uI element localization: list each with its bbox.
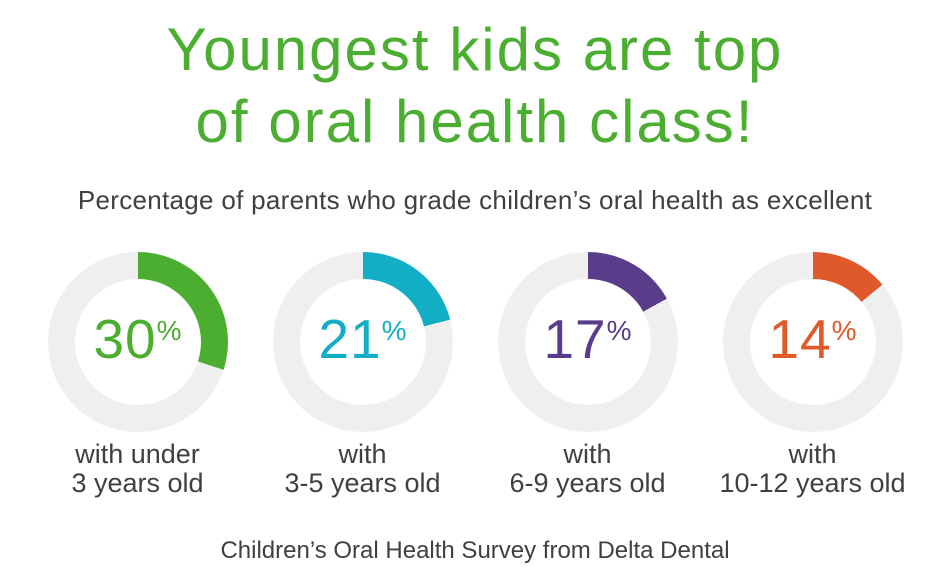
donut-chart-under-3: 30 % <box>47 252 228 432</box>
donut-label-line-2: 3 years old <box>71 468 204 498</box>
donut-label-under-3: with under 3 years old <box>71 440 203 498</box>
donut-group-6-9: 17 % with 6-9 years old <box>475 252 700 498</box>
percent-symbol: % <box>381 314 407 346</box>
donut-percent-number: 14 <box>768 307 832 370</box>
donut-chart-6-9: 17 % <box>497 252 678 432</box>
donut-value-10-12: 14 % <box>768 307 857 370</box>
donut-hole: 17 % <box>524 279 651 405</box>
oral-health-infographic: Youngest kids are top of oral health cla… <box>0 14 950 568</box>
donut-label-10-12: with 10-12 years old <box>719 440 905 498</box>
percent-symbol: % <box>606 314 632 346</box>
donut-label-3-5: with 3-5 years old <box>284 440 440 498</box>
donut-label-line-2: 3-5 years old <box>284 468 441 498</box>
donut-group-under-3: 30 % with under 3 years old <box>25 252 250 498</box>
donut-label-line-2: 10-12 years old <box>719 468 906 498</box>
donut-label-line-1: with under <box>75 439 200 469</box>
percent-symbol: % <box>831 314 857 346</box>
percent-symbol: % <box>156 314 182 346</box>
donut-group-10-12: 14 % with 10-12 years old <box>700 252 925 498</box>
donut-label-line-1: with <box>338 439 387 469</box>
page-title-line-1: Youngest kids are top <box>166 16 784 83</box>
chart-subtitle: Percentage of parents who grade children… <box>77 185 873 215</box>
donut-group-3-5: 21 % with 3-5 years old <box>250 252 475 498</box>
donut-hole: 21 % <box>299 279 426 405</box>
donut-value-3-5: 21 % <box>318 307 407 370</box>
donut-hole: 30 % <box>74 279 201 405</box>
donut-chart-3-5: 21 % <box>272 252 453 432</box>
donut-hole: 14 % <box>749 279 876 405</box>
page-title: Youngest kids are top of oral health cla… <box>0 14 950 158</box>
donut-chart-10-12: 14 % <box>722 252 903 432</box>
donut-percent-number: 21 <box>318 307 382 370</box>
donut-value-6-9: 17 % <box>543 307 632 370</box>
donut-value-under-3: 30 % <box>93 307 182 370</box>
source-attribution: Children’s Oral Health Survey from Delta… <box>220 537 730 564</box>
donut-label-line-1: with <box>563 439 612 469</box>
page-title-line-2: of oral health class! <box>195 88 755 155</box>
donut-label-line-2: 6-9 years old <box>509 468 666 498</box>
donut-label-6-9: with 6-9 years old <box>509 440 665 498</box>
donut-chart-row: 30 % with under 3 years old 21 % <box>25 252 925 498</box>
donut-percent-number: 17 <box>543 307 607 370</box>
donut-percent-number: 30 <box>93 307 157 370</box>
donut-label-line-1: with <box>788 439 837 469</box>
